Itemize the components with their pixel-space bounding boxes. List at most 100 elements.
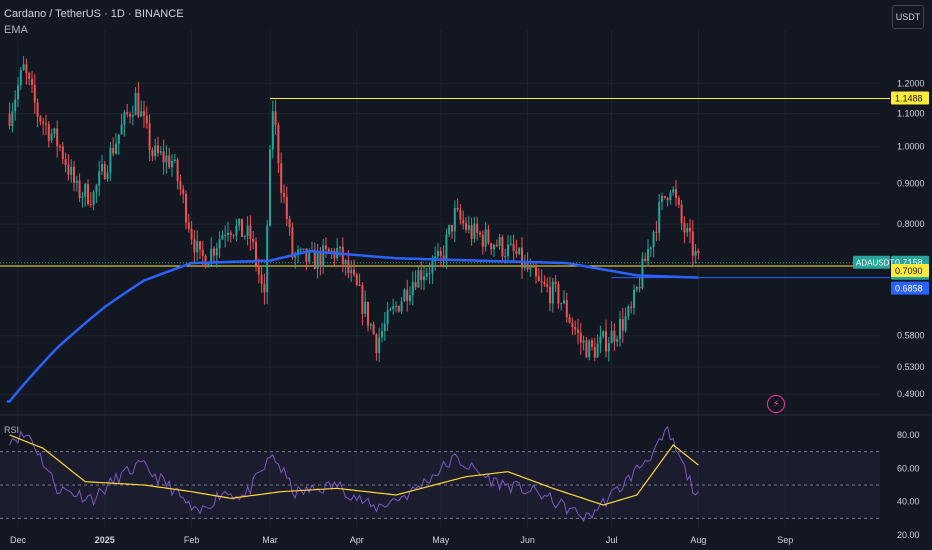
candle-body: [131, 114, 134, 117]
candle-body: [507, 244, 509, 257]
candle-body: [143, 111, 145, 116]
candle-body: [218, 239, 221, 249]
candle-body: [297, 249, 299, 255]
candle-body: [140, 111, 143, 117]
candle-body: [185, 193, 187, 223]
candle-body: [274, 111, 277, 126]
candle-body: [383, 323, 386, 332]
price-axis[interactable]: 1.2000 1.1000 1.0000 0.9000 0.8000 0.5800 0.53…: [897, 78, 925, 399]
time-tick-label: Apr: [350, 535, 364, 545]
time-axis[interactable]: Dec 2025 Feb Mar Apr May Jun Jul Aug Sep: [10, 535, 793, 545]
candle-body: [532, 266, 535, 268]
candle-body: [232, 235, 235, 237]
candle-body: [210, 248, 213, 264]
candle-body: [17, 85, 19, 100]
candle-body: [605, 331, 607, 352]
candle-body: [266, 225, 269, 293]
candle-body: [445, 234, 448, 260]
candle-body: [381, 331, 383, 338]
candle-body: [395, 305, 397, 307]
candle-body: [487, 229, 490, 244]
candle-body: [347, 260, 350, 273]
candle-body: [73, 166, 75, 183]
horizontal-levels[interactable]: [0, 98, 890, 279]
rsi-label[interactable]: RSI: [4, 425, 20, 435]
price-tick-label: 0.8000: [897, 219, 925, 229]
currency-button[interactable]: USDT: [892, 5, 924, 29]
candle-body: [621, 319, 624, 331]
candle-body: [215, 248, 218, 256]
candles: [8, 55, 700, 362]
candle-body: [641, 258, 644, 289]
candle-body: [154, 145, 157, 157]
price-tick-label: 0.5800: [897, 331, 925, 341]
candle-body: [182, 189, 185, 194]
symbol-title[interactable]: Cardano / TetherUS · 1D · BINANCE: [4, 8, 184, 20]
candle-body: [501, 237, 504, 257]
candle-body: [294, 254, 297, 258]
candle-body: [411, 282, 414, 296]
bolt-icon[interactable]: ⚡: [767, 395, 785, 413]
candle-body: [87, 183, 89, 205]
candle-body: [260, 274, 263, 284]
candle-body: [117, 134, 120, 144]
candle-body: [493, 244, 495, 250]
candle-body: [420, 270, 423, 281]
candle-body: [78, 180, 81, 198]
candle-body: [568, 317, 571, 323]
rsi-line: [9, 425, 699, 523]
candle-body: [633, 289, 635, 308]
time-tick-label: Jun: [520, 535, 535, 545]
candle-body: [526, 261, 529, 270]
candle-body: [31, 78, 33, 86]
candle-body: [361, 285, 364, 314]
candle-body: [246, 225, 249, 237]
candle-body: [428, 273, 431, 275]
candle-body: [227, 232, 229, 236]
candle-body: [59, 146, 61, 148]
price-label: 0.7090: [895, 266, 923, 276]
candle-body: [481, 234, 484, 247]
candle-body: [470, 225, 473, 239]
candle-body: [512, 243, 515, 252]
candle-body: [137, 93, 140, 117]
candle-body: [672, 189, 675, 193]
candle-body: [199, 241, 201, 250]
candle-body: [557, 284, 560, 304]
candle-body: [190, 228, 193, 240]
indicator-label[interactable]: EMA: [4, 24, 28, 36]
candle-body: [484, 229, 487, 247]
candle-body: [694, 250, 697, 256]
candle-body: [277, 125, 280, 164]
candle-body: [543, 282, 546, 285]
price-tick-label: 0.4900: [897, 389, 925, 399]
symbol-label: ADAUSDT: [856, 259, 894, 268]
candle-body: [451, 225, 453, 232]
candle-body: [588, 340, 591, 358]
time-tick-label: Feb: [184, 535, 200, 545]
time-tick-label: Jul: [606, 535, 618, 545]
price-tick-label: 0.9000: [897, 178, 925, 188]
candle-body: [120, 124, 123, 135]
candle-body: [249, 225, 252, 239]
candle-body: [134, 93, 137, 115]
candle-body: [456, 208, 459, 210]
candle-body: [148, 123, 151, 150]
candle-body: [56, 128, 59, 147]
candle-body: [689, 228, 691, 232]
candle-body: [50, 133, 53, 141]
candle-body: [686, 228, 689, 233]
candle-body: [288, 219, 291, 228]
candle-body: [467, 225, 470, 230]
candle-body: [89, 204, 92, 206]
rsi-tick-label: 40.00: [897, 497, 920, 507]
candle-body: [509, 243, 512, 245]
candle-body: [53, 128, 56, 134]
ema-line: [6, 249, 699, 403]
rsi-axis[interactable]: 80.00 60.00 40.00 20.00: [897, 430, 920, 540]
candle-body: [574, 327, 577, 330]
candle-body: [593, 346, 596, 358]
price-tick-label: 1.2000: [897, 78, 925, 88]
